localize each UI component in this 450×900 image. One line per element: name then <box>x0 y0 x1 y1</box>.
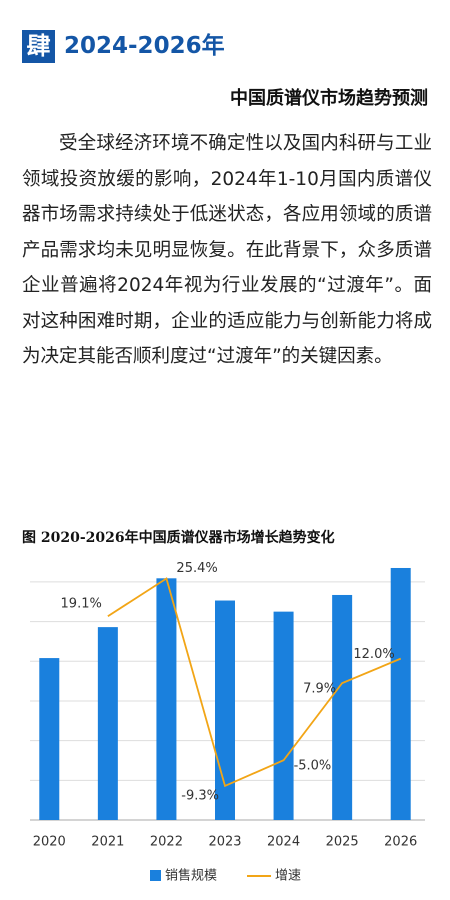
legend-label: 销售规模 <box>165 868 217 884</box>
bar <box>156 578 177 820</box>
bar <box>97 627 118 820</box>
legend-label: 增速 <box>275 869 301 884</box>
x-tick-label: 2026 <box>384 835 417 850</box>
legend-swatch <box>150 870 161 881</box>
data-label: 12.0% <box>353 647 394 662</box>
bar <box>390 567 411 820</box>
x-tick-label: 2022 <box>150 835 183 850</box>
data-label: 25.4% <box>176 561 217 576</box>
chart-title: 图 2020-2026年中国质谱仪器市场增长趋势变化 <box>22 530 335 546</box>
data-label: -9.3% <box>181 788 219 803</box>
data-label: -5.0% <box>294 759 332 774</box>
bar <box>215 600 235 820</box>
bar <box>273 611 294 820</box>
section-icon: 肆 <box>22 30 55 63</box>
x-tick-label: 2024 <box>267 835 300 850</box>
x-tick-label: 2025 <box>326 835 359 850</box>
bar <box>332 594 353 820</box>
paragraph: 受全球经济环境不确定性以及国内科研与工业领域投资放缓的影响，2024年1-10月… <box>22 133 432 367</box>
data-label: 7.9% <box>303 682 336 697</box>
x-tick-label: 2023 <box>208 835 241 850</box>
x-tick-label: 2020 <box>33 835 66 850</box>
x-tick-label: 2021 <box>91 835 124 850</box>
bar <box>39 658 60 820</box>
subtitle: 中国质谱仪市场趋势预测 <box>230 88 428 109</box>
section-title: 2024-2026年 <box>64 33 225 59</box>
data-label: 19.1% <box>61 597 102 612</box>
line <box>107 577 402 788</box>
